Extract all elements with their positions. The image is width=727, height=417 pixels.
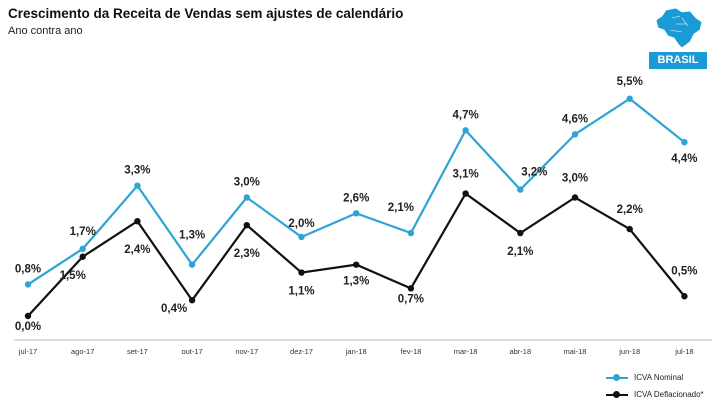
x-tick-label: dez-17	[290, 347, 313, 356]
data-point	[407, 229, 415, 237]
data-label: 0,7%	[398, 293, 424, 305]
data-label: 2,1%	[388, 202, 414, 214]
brazil-map-icon	[655, 7, 703, 49]
data-label: 1,5%	[60, 270, 86, 282]
data-point	[243, 194, 250, 201]
legend-label: ICVA Deflacionado*	[634, 390, 704, 399]
data-label: 4,6%	[562, 113, 588, 125]
data-point	[462, 127, 469, 134]
data-point	[243, 221, 250, 229]
data-point	[626, 95, 633, 102]
data-point	[681, 293, 688, 300]
legend-swatch	[606, 391, 628, 398]
data-label: 2,1%	[507, 246, 533, 258]
data-label: 2,6%	[343, 192, 369, 204]
data-point	[134, 182, 141, 189]
data-point	[134, 218, 141, 225]
data-point	[79, 253, 86, 260]
data-point	[517, 186, 524, 193]
data-point	[79, 245, 86, 253]
data-label: 2,4%	[124, 244, 150, 256]
data-label: 1,1%	[288, 286, 314, 298]
x-tick-label: abr-18	[509, 347, 531, 356]
data-label: 1,7%	[70, 226, 96, 238]
data-label: 1,3%	[343, 276, 369, 288]
data-label: 3,0%	[234, 177, 260, 189]
data-point	[571, 131, 579, 138]
chart-title: Crescimento da Receita de Vendas sem aju…	[8, 6, 404, 21]
data-point	[681, 139, 688, 146]
data-point	[626, 225, 633, 233]
x-tick-label: set-17	[127, 347, 148, 356]
x-tick-label: jul-17	[18, 347, 37, 356]
data-label: 4,7%	[452, 109, 478, 121]
legend-swatch	[606, 374, 628, 381]
data-label: 2,3%	[234, 248, 260, 260]
data-point	[24, 312, 32, 320]
data-label: 1,3%	[179, 230, 205, 242]
region-badge: BRASIL	[649, 52, 707, 69]
x-tick-label: ago-17	[71, 347, 94, 356]
data-point	[188, 261, 196, 268]
data-point	[298, 233, 305, 241]
data-label: 3,2%	[521, 167, 547, 179]
legend-marker	[613, 374, 620, 381]
data-label: 3,0%	[562, 173, 588, 185]
x-tick-label: mar-18	[454, 347, 478, 356]
data-point	[353, 210, 360, 217]
x-tick-label: jan-18	[345, 347, 367, 356]
data-point	[298, 269, 305, 276]
x-tick-label: nov-17	[235, 347, 258, 356]
data-label: 0,0%	[15, 321, 41, 333]
data-label: 3,3%	[124, 165, 150, 177]
data-label: 3,1%	[452, 169, 478, 181]
data-point	[407, 285, 415, 292]
x-tick-label: fev-18	[400, 347, 421, 356]
data-label: 2,2%	[617, 204, 643, 216]
data-point	[24, 281, 32, 288]
legend-marker	[613, 391, 620, 398]
data-label: 5,5%	[617, 76, 643, 88]
chart-subtitle: Ano contra ano	[8, 25, 83, 37]
data-label: 4,4%	[671, 153, 697, 165]
data-point	[517, 229, 524, 237]
data-point	[571, 194, 579, 201]
data-label: 2,0%	[288, 218, 314, 230]
data-point	[353, 261, 360, 268]
legend-label: ICVA Nominal	[634, 373, 684, 382]
x-tick-label: jun-18	[618, 347, 640, 356]
data-point	[462, 190, 469, 197]
data-label: 0,4%	[161, 303, 187, 315]
data-label: 0,5%	[671, 265, 697, 277]
x-tick-label: jul-18	[674, 347, 693, 356]
data-label: 0,8%	[15, 263, 41, 275]
x-tick-label: out-17	[181, 347, 202, 356]
data-point	[188, 297, 196, 304]
x-tick-label: mai-18	[564, 347, 587, 356]
